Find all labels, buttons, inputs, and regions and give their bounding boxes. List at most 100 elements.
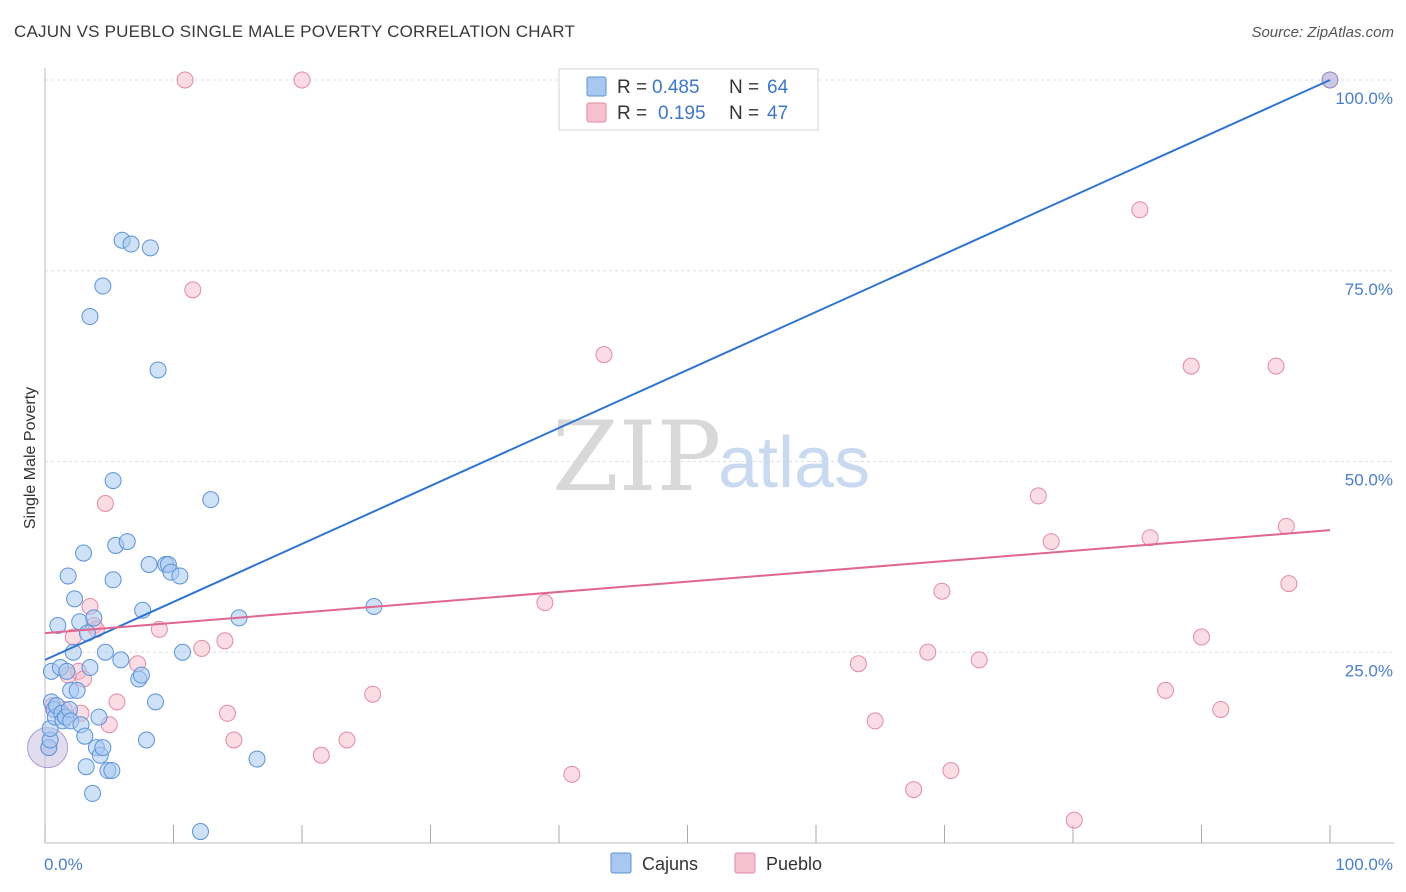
cajun-point — [149, 361, 167, 379]
series-legend-swatch-cajuns — [610, 852, 632, 874]
cajun-point — [171, 567, 189, 585]
y-tick-label: 75.0% — [1345, 280, 1393, 299]
cajun-point — [59, 567, 77, 585]
x-tick-label: 100.0% — [1335, 855, 1393, 874]
pueblo-point — [225, 731, 243, 749]
legend-r-value: 0.195 — [658, 103, 706, 124]
pueblo-point — [1280, 575, 1298, 593]
cajun-point — [122, 235, 140, 253]
cajun-point — [75, 544, 93, 562]
pueblo-point — [563, 765, 581, 783]
cajun-point — [76, 727, 94, 745]
pueblo-point — [193, 639, 211, 657]
cajuns-series — [27, 71, 1339, 841]
watermark: ZIP atlas — [552, 401, 870, 513]
cajun-point — [81, 659, 99, 677]
watermark-atlas: atlas — [718, 423, 870, 503]
cajun-point — [118, 533, 136, 551]
pueblo-point — [108, 693, 126, 711]
pueblo-point — [1042, 533, 1060, 551]
cajun-point — [66, 590, 84, 608]
y-tick-label: 100.0% — [1335, 89, 1393, 108]
pueblo-point — [1065, 811, 1083, 829]
cajun-point — [84, 784, 102, 802]
cajun-point — [77, 758, 95, 776]
source-credit: Source: ZipAtlas.com — [1251, 24, 1394, 41]
series-legend-label-cajuns: Cajuns — [642, 854, 698, 874]
y-tick-label: 50.0% — [1345, 471, 1393, 490]
cajun-point — [191, 823, 209, 841]
y-axis-label: Single Male Poverty — [22, 387, 39, 529]
chart-title: CAJUN VS PUEBLO SINGLE MALE POVERTY CORR… — [14, 22, 576, 41]
pueblo-point — [1182, 357, 1200, 375]
pueblo-point — [933, 582, 951, 600]
pueblo-point — [849, 655, 867, 673]
series-legend-label-pueblo: Pueblo — [766, 854, 822, 874]
pueblo-point — [184, 281, 202, 299]
legend-n-label: N = — [729, 103, 759, 124]
pueblo-point — [312, 746, 330, 764]
pueblo-point — [176, 71, 194, 89]
pueblo-point — [293, 71, 311, 89]
pueblo-trend-line — [44, 529, 1331, 635]
cajun-point — [132, 666, 150, 684]
pueblo-point — [1267, 357, 1285, 375]
pueblo-point — [216, 632, 234, 650]
pueblo-point — [218, 704, 236, 722]
cajuns-trend-line — [44, 79, 1331, 661]
cajun-point — [68, 681, 86, 699]
tick-labels: 25.0% 50.0% 75.0% 100.0% 0.0% 100.0% — [44, 89, 1393, 874]
cajun-point — [96, 643, 114, 661]
grid — [45, 79, 1394, 653]
cajun-point — [94, 739, 112, 757]
pueblo-point — [338, 731, 356, 749]
pueblo-point — [1212, 700, 1230, 718]
cajun-point — [104, 571, 122, 589]
series-legend: Cajuns Pueblo — [610, 852, 822, 874]
cajun-point — [138, 731, 156, 749]
pueblo-point — [1131, 201, 1149, 219]
cajun-point — [49, 617, 67, 635]
cajun-point — [104, 472, 122, 490]
legend-n-value: 64 — [767, 77, 789, 98]
cajun-point — [202, 491, 220, 509]
legend-swatch-cajuns — [586, 76, 607, 97]
pueblo-point — [1193, 628, 1210, 646]
cajun-point — [140, 556, 158, 574]
pueblo-point — [595, 346, 613, 364]
y-tick-label: 25.0% — [1345, 661, 1393, 680]
pueblo-point — [536, 594, 554, 612]
pueblo-point — [1157, 681, 1175, 699]
cajun-point — [248, 750, 266, 768]
cajun-point — [112, 651, 130, 669]
legend-n-value: 47 — [767, 103, 788, 124]
cajun-point — [141, 239, 159, 257]
pueblo-point — [919, 643, 937, 661]
pueblo-point — [942, 762, 960, 780]
legend-r-value: 0.485 — [652, 77, 700, 98]
pueblo-point — [364, 685, 382, 703]
axes — [44, 68, 1394, 844]
legend: R = 0.485 N = 64 R = 0.195 N = 47 — [558, 68, 819, 131]
watermark-zip: ZIP — [552, 401, 721, 513]
pueblo-point — [1029, 487, 1047, 505]
pueblo-point — [150, 620, 168, 638]
pueblo-point — [1277, 517, 1295, 535]
x-tick-label: 0.0% — [44, 855, 83, 874]
cajun-point — [147, 693, 165, 711]
cajun-point — [94, 277, 112, 295]
cajun-point — [85, 609, 103, 627]
series-legend-swatch-pueblo — [734, 852, 756, 874]
cajun-point — [90, 708, 108, 726]
legend-r-label: R = — [617, 77, 647, 98]
pueblo-point — [866, 712, 884, 730]
cajun-point — [58, 662, 76, 680]
legend-swatch-pueblo — [586, 102, 607, 123]
pueblo-point — [970, 651, 988, 669]
trend-lines — [44, 79, 1331, 661]
cajun-point — [173, 643, 191, 661]
pueblo-point — [905, 781, 923, 799]
cajun-point — [81, 308, 99, 326]
pueblo-point — [1141, 529, 1159, 547]
